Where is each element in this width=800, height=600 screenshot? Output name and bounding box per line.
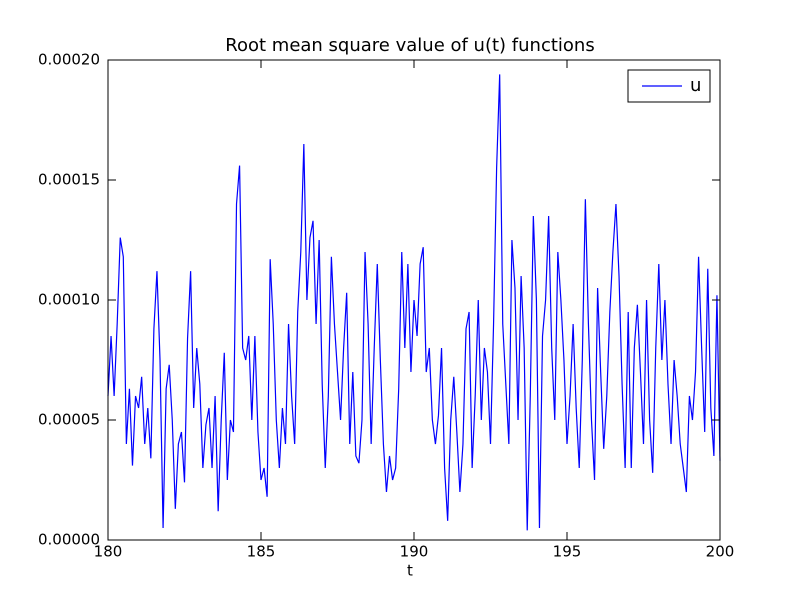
x-axis-label: t xyxy=(407,562,413,580)
x-tick-label: 185 xyxy=(247,543,276,561)
data-line xyxy=(107,74,721,531)
legend-label: u xyxy=(690,75,701,96)
x-tick-label: 195 xyxy=(553,543,582,561)
y-tick-label: 0.00020 xyxy=(38,51,100,69)
y-tick-label: 0.00015 xyxy=(38,171,100,189)
y-tick-label: 0.00000 xyxy=(38,531,100,549)
x-tick-label: 200 xyxy=(706,543,735,561)
y-tick-label: 0.00005 xyxy=(38,411,100,429)
plot-area xyxy=(107,74,721,531)
x-tick-label: 180 xyxy=(94,543,123,561)
y-tick-label: 0.00010 xyxy=(38,291,100,309)
x-tick-label: 190 xyxy=(400,543,429,561)
chart-title: Root mean square value of u(t) functions xyxy=(225,35,594,56)
